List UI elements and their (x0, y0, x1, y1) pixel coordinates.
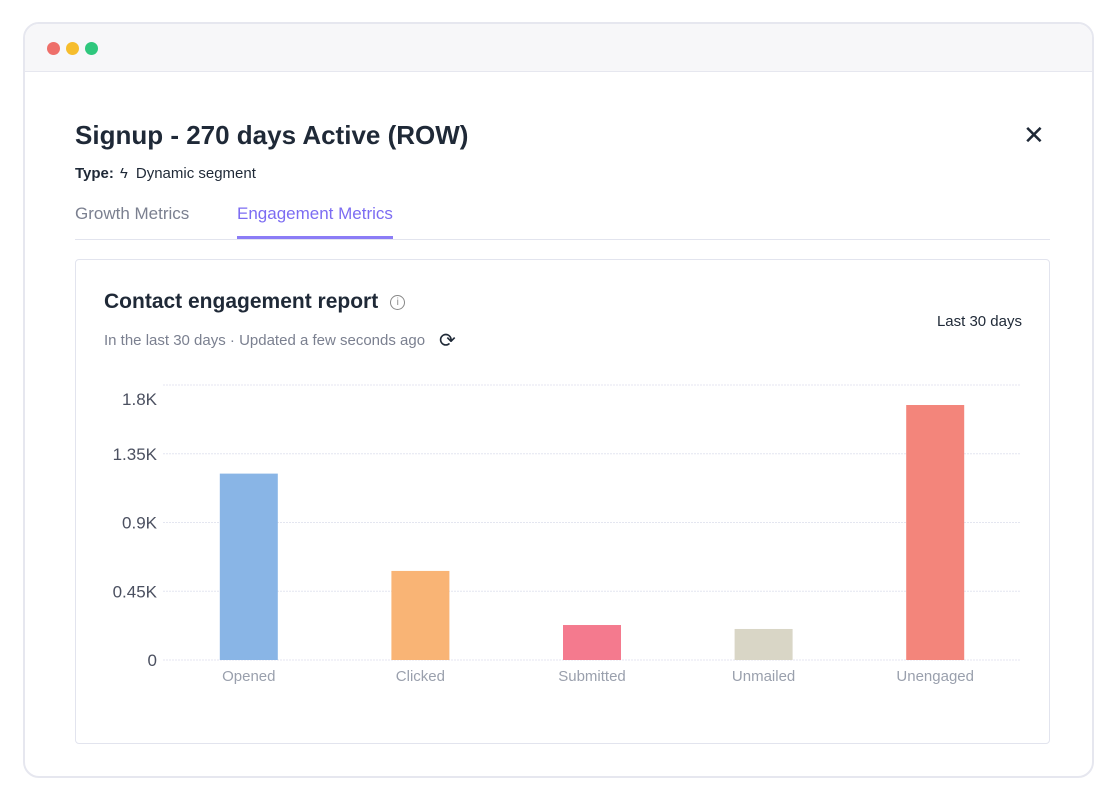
segment-type: Type: ϟ Dynamic segment (75, 165, 256, 182)
window-titlebar (25, 24, 1092, 72)
subtitle-text: In the last 30 days · Updated a few seco… (104, 332, 426, 349)
info-icon[interactable]: i (390, 295, 406, 310)
maximize-window-dot[interactable] (85, 42, 98, 55)
lightning-icon: ϟ (119, 165, 128, 182)
y-tick-label: 1.8K (122, 390, 158, 409)
y-tick-label: 0 (148, 651, 157, 670)
tab-bar: Growth Metrics Engagement Metrics (75, 194, 1050, 240)
x-tick-label: Unengaged (896, 668, 974, 685)
close-window-dot[interactable] (47, 42, 60, 55)
type-label: Type: (75, 165, 114, 182)
minimize-window-dot[interactable] (66, 42, 79, 55)
card-title-text: Contact engagement report (104, 290, 379, 313)
tab-growth-metrics[interactable]: Growth Metrics (75, 204, 190, 223)
bar-submitted (563, 625, 621, 660)
x-tick-label: Opened (222, 668, 275, 685)
x-tick-label: Unmailed (732, 668, 795, 685)
bar-chart: 0 0.45K 0.9K 1.35K 1.8K Opened Clicked Submitte… (113, 384, 1021, 685)
y-tick-label: 0.45K (113, 582, 158, 601)
bar-unengaged (906, 405, 965, 660)
x-tick-label: Clicked (396, 668, 445, 685)
page-title: Signup - 270 days Active (ROW) (75, 120, 469, 150)
close-icon[interactable]: ✕ (1023, 120, 1045, 150)
card-title: Contact engagement report i (104, 290, 406, 314)
card-subtitle: In the last 30 days · Updated a few seco… (104, 328, 456, 353)
refresh-icon[interactable]: ⟳ (439, 330, 456, 352)
browser-window: Signup - 270 days Active (ROW) ✕ Type: ϟ D… (23, 22, 1094, 778)
date-range[interactable]: Last 30 days (936, 313, 1022, 330)
x-tick-label: Submitted (558, 668, 626, 685)
bar-unmailed (734, 628, 793, 660)
type-value: Dynamic segment (135, 165, 256, 182)
tab-engagement-metrics[interactable]: Engagement Metrics (237, 204, 393, 239)
engagement-report-card: Contact engagement report i In the last 3… (75, 259, 1050, 744)
y-tick-label: 1.35K (113, 445, 158, 464)
bar-clicked (391, 570, 450, 660)
bar-opened (219, 473, 278, 660)
y-tick-label: 0.9K (122, 514, 158, 533)
